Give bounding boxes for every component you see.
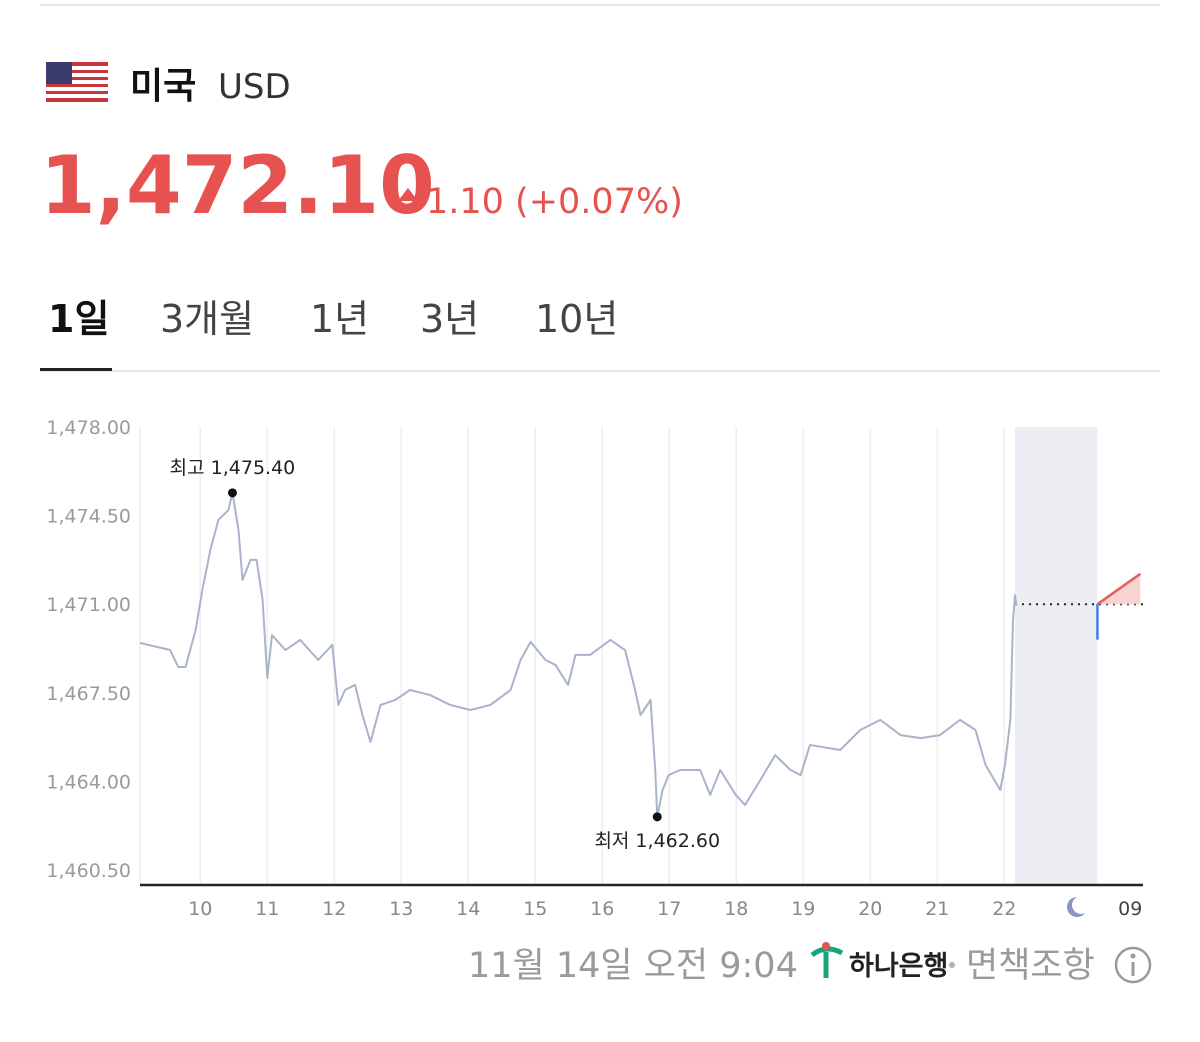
night-shade bbox=[1015, 427, 1098, 885]
extreme-dot bbox=[227, 488, 237, 498]
tab[interactable]: 1년 bbox=[310, 297, 369, 341]
chart: 1,478.00 1,474.50 1,471.00 1,467.50 1,464.00… bbox=[46, 417, 1143, 920]
x-tick-label: 19 bbox=[791, 898, 815, 920]
x-tick-label: 20 bbox=[858, 898, 882, 920]
price-line bbox=[139, 491, 1018, 818]
y-tick-label: 1,478.00 bbox=[46, 417, 131, 439]
y-tick-label: 1,474.50 bbox=[46, 506, 131, 528]
x-tick-label: 10 bbox=[188, 898, 212, 920]
x-tick-label: 18 bbox=[724, 898, 748, 920]
tab-underline bbox=[40, 368, 112, 371]
tab[interactable]: 3년 bbox=[420, 297, 479, 341]
currency: USD bbox=[218, 67, 291, 107]
country: 미국 bbox=[130, 66, 196, 107]
tabs: 1일 3개월 1년 3년 10년 bbox=[40, 297, 618, 371]
bank-logo bbox=[810, 942, 844, 978]
price-change: 1.10 (+0.07%) bbox=[426, 182, 683, 222]
extreme-label: 최저 1,462.60 bbox=[594, 830, 720, 852]
tab[interactable]: 1일 bbox=[48, 297, 109, 341]
extreme-label: 최고 1,475.40 bbox=[170, 457, 296, 479]
x-tick-label: 13 bbox=[389, 898, 413, 920]
x-tick-label: 16 bbox=[590, 898, 614, 920]
us-flag bbox=[46, 62, 108, 104]
x-tick-label: 14 bbox=[456, 898, 480, 920]
x-tick-label: 17 bbox=[657, 898, 681, 920]
price: 1,472.10 bbox=[40, 139, 435, 232]
y-tick-label: 1,464.00 bbox=[46, 771, 131, 793]
y-tick-label: 1,460.50 bbox=[46, 860, 131, 882]
x-tick-label: 15 bbox=[523, 898, 547, 920]
bank-name: 하나은행 bbox=[849, 951, 948, 982]
extreme-dot bbox=[652, 812, 662, 822]
disclaimer[interactable]: 면책조항 bbox=[966, 946, 1095, 986]
separator-dot bbox=[949, 962, 955, 968]
price-line bbox=[1096, 572, 1142, 606]
x-tick-label: 22 bbox=[992, 898, 1016, 920]
tab[interactable]: 3개월 bbox=[160, 297, 254, 341]
y-tick-label: 1,467.50 bbox=[46, 683, 131, 705]
night-icon bbox=[1067, 897, 1085, 917]
tab[interactable]: 10년 bbox=[535, 297, 618, 341]
timestamp: 11월 14일 오전 9:04 bbox=[468, 946, 798, 986]
x-tick-label: 12 bbox=[322, 898, 346, 920]
info-icon[interactable] bbox=[1114, 946, 1152, 984]
up-arrow bbox=[398, 188, 418, 201]
y-tick-label: 1,471.00 bbox=[46, 594, 131, 616]
x-tick-label: 09 bbox=[1118, 898, 1142, 920]
x-tick-label: 11 bbox=[255, 898, 279, 920]
x-tick-label: 21 bbox=[925, 898, 949, 920]
